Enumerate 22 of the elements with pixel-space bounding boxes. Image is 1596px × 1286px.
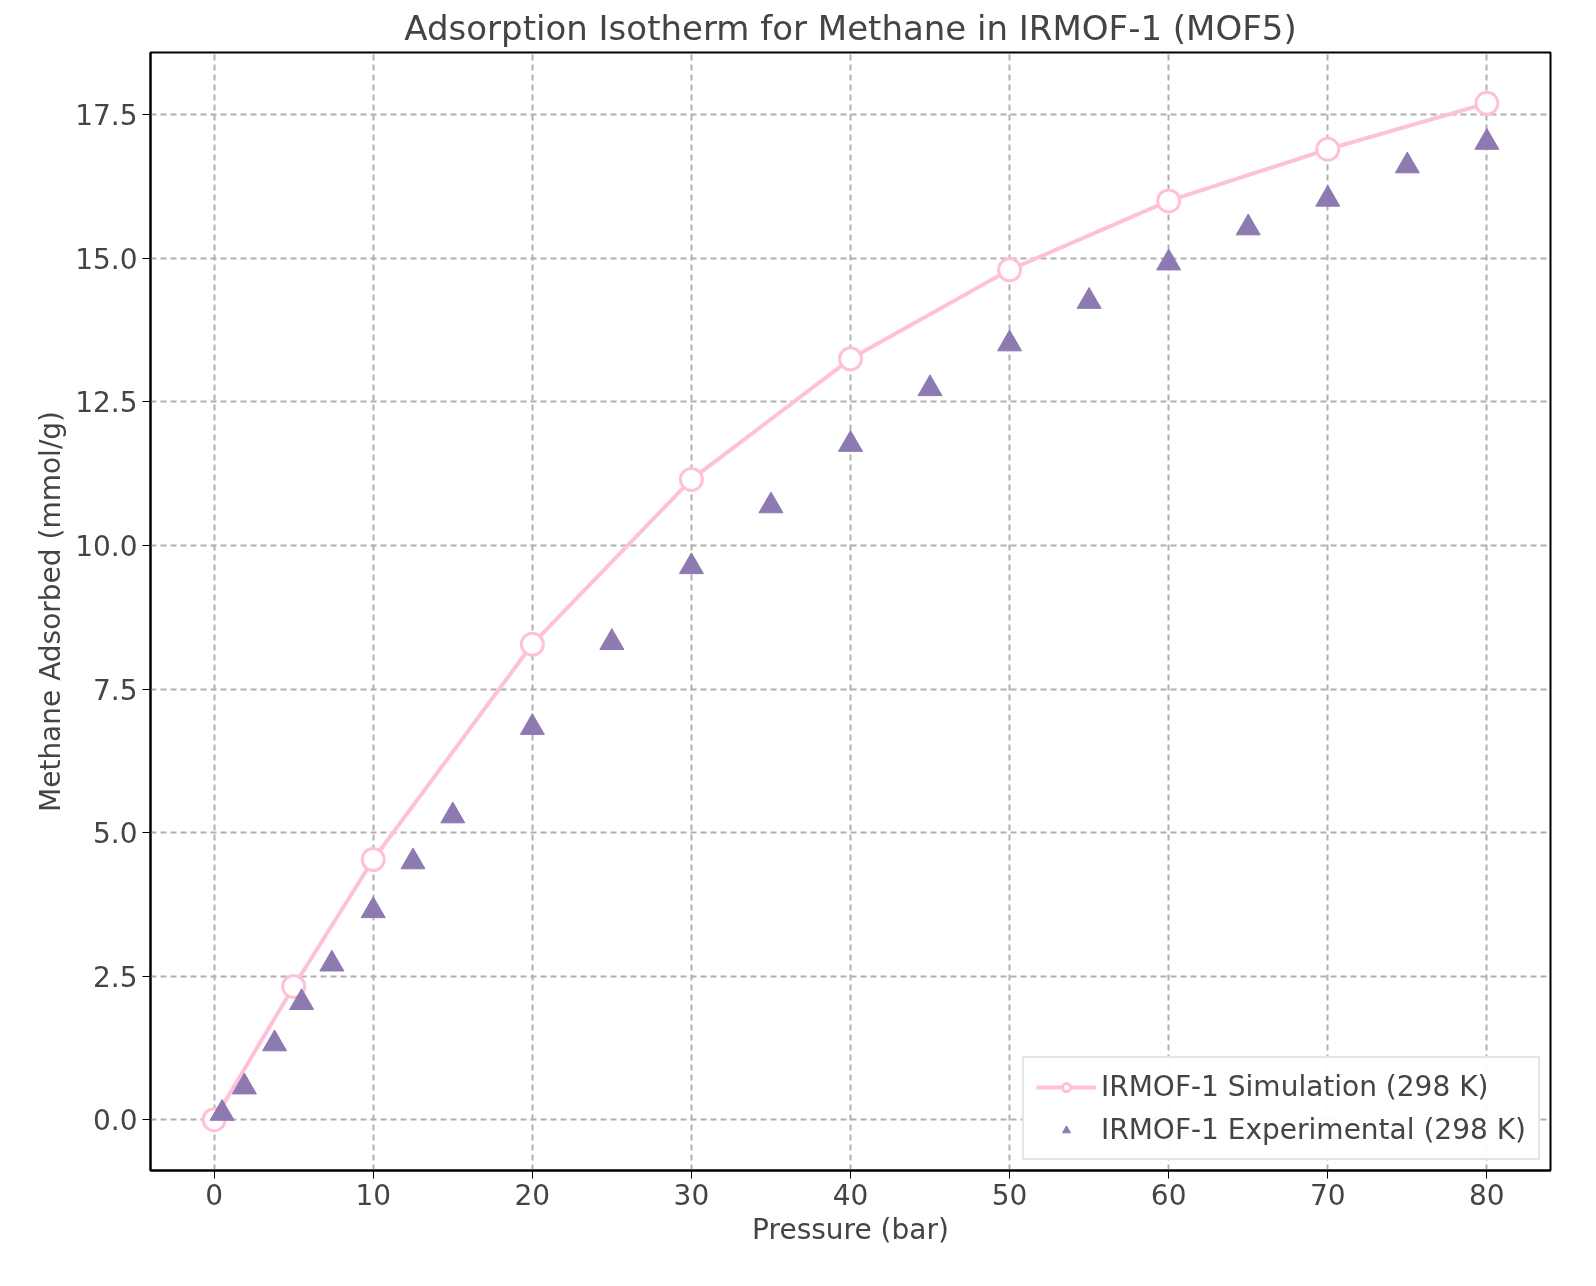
x-axis-title: Pressure (bar) [752, 1212, 949, 1246]
x-tick-label: 40 [832, 1178, 869, 1212]
y-tick-label: 12.5 [75, 386, 138, 420]
x-tick-label: 30 [673, 1178, 710, 1212]
y-axis-title: Methane Adsorbed (mmol/g) [34, 411, 68, 812]
x-tick-label: 20 [514, 1178, 551, 1212]
y-tick-label: 15.0 [75, 242, 138, 276]
chart-title: Adsorption Isotherm for Methane in IRMOF-1 (MOF5) [404, 7, 1297, 48]
y-tick-label: 10.0 [75, 529, 138, 563]
x-tick-label: 0 [205, 1178, 224, 1212]
x-tick-label: 50 [991, 1178, 1028, 1212]
y-tick-label: 5.0 [92, 817, 138, 851]
x-tick-label: 60 [1150, 1178, 1187, 1212]
y-tick-label: 0.0 [92, 1104, 138, 1138]
y-tick-label: 2.5 [92, 960, 138, 994]
legend-label: IRMOF-1 Simulation (298 K) [1100, 1070, 1489, 1103]
x-tick-label: 80 [1469, 1178, 1505, 1212]
x-tick-label: 10 [355, 1178, 392, 1212]
y-tick-label: 17.5 [75, 99, 138, 133]
y-tick-label: 7.5 [92, 673, 138, 707]
legend-label: IRMOF-1 Experimental (298 K) [1100, 1113, 1526, 1146]
x-tick-label: 70 [1309, 1178, 1346, 1212]
